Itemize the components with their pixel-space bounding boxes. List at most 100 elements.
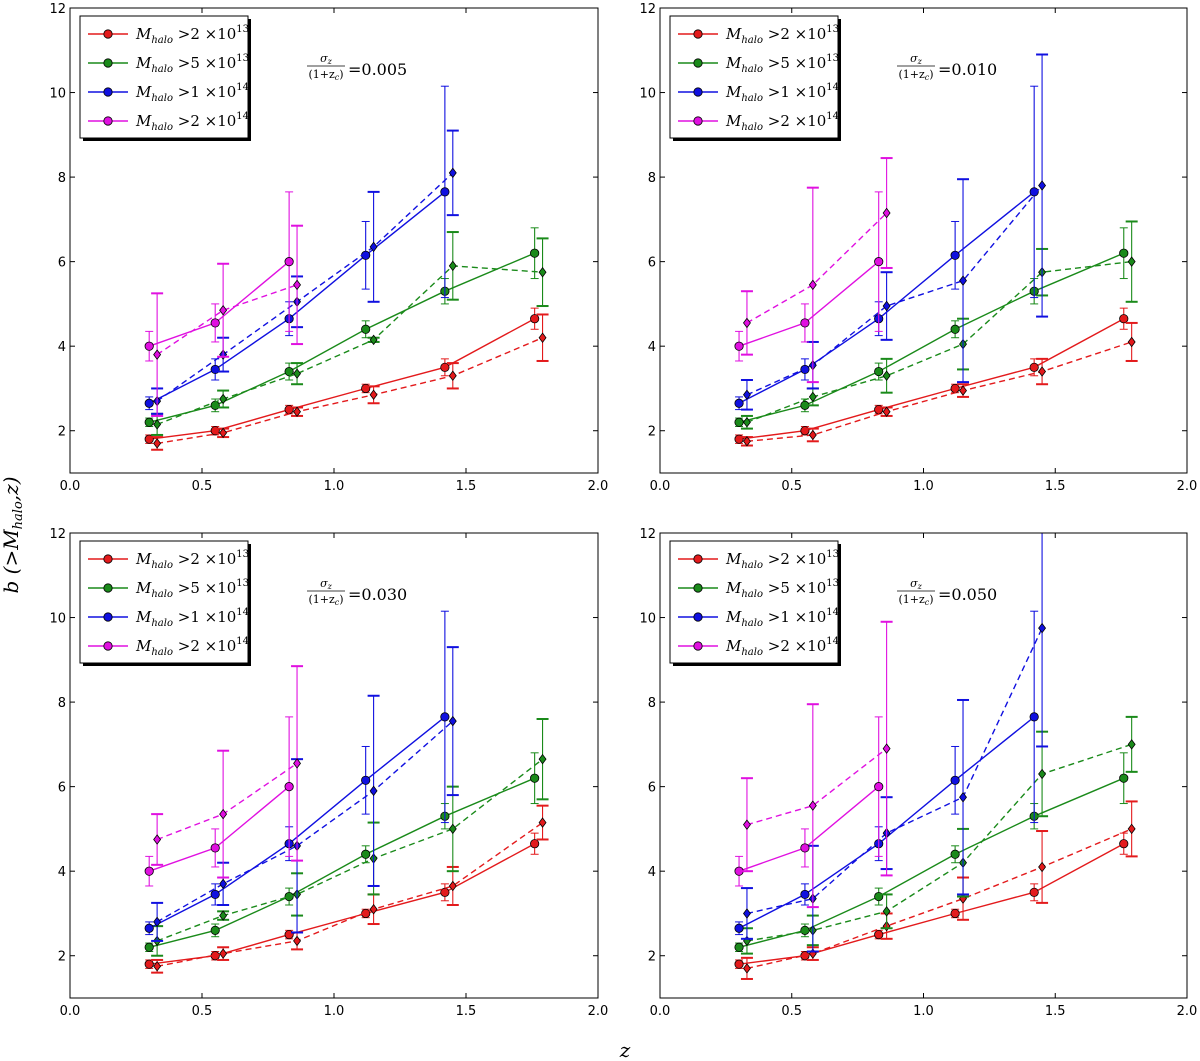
Mhalo>2e13-solid-point xyxy=(210,951,220,961)
legend-label-rest: >1 ×10 xyxy=(763,608,826,626)
legend-label-m: M xyxy=(135,54,152,72)
y-tick-label: 6 xyxy=(648,256,656,271)
Mhalo>2e13-solid-line xyxy=(738,318,1125,440)
legend-label-m: M xyxy=(135,112,152,130)
y-tick-label: 10 xyxy=(49,612,66,627)
Mhalo>5e13-solid-line xyxy=(738,252,1125,423)
x-tick-label: 0.5 xyxy=(192,479,213,494)
Mhalo>2e14-solid-point xyxy=(144,866,154,876)
Mhalo>2e13-dashed-point xyxy=(293,935,301,947)
Mhalo>1e14-dashed-point xyxy=(743,389,751,401)
legend-marker-green xyxy=(103,583,113,593)
Mhalo>1e14-dashed-line xyxy=(156,172,454,402)
legend-label-exp: 14 xyxy=(826,607,839,618)
legend-label-exp: 13 xyxy=(236,24,249,35)
Mhalo>2e14-solid-point xyxy=(210,318,220,328)
den-main: (1+z xyxy=(308,68,335,81)
legend-label-exp: 14 xyxy=(236,82,249,93)
Mhalo>5e13-dashed-point xyxy=(808,391,817,403)
Mhalo>2e13-solid-point xyxy=(734,959,744,969)
sigma-symbol: σ xyxy=(910,577,918,590)
legend-label-sub: halo xyxy=(741,618,763,629)
x-tick-label: 1.0 xyxy=(913,1004,934,1019)
Mhalo>2e13-solid-point xyxy=(1119,839,1129,849)
x-tick-label: 0.5 xyxy=(781,1004,802,1019)
legend-label: Mhalo >2 ×1013 xyxy=(725,24,839,46)
legend-label-m: M xyxy=(135,608,152,626)
sigma-numerator: σz xyxy=(320,52,333,66)
Mhalo>5e13-dashed-point xyxy=(448,823,457,835)
legend-label-m: M xyxy=(135,637,152,655)
legend-label-sub: halo xyxy=(151,560,173,571)
legend-label: Mhalo >2 ×1013 xyxy=(135,24,249,46)
legend-marker-blue xyxy=(693,87,703,97)
legend-label-sub: halo xyxy=(741,560,763,571)
legend-label-m: M xyxy=(725,25,742,43)
Mhalo>2e13-solid-point xyxy=(950,383,960,394)
Mhalo>1e14-solid-point xyxy=(440,187,450,197)
legend-marker-magenta xyxy=(693,116,703,126)
Mhalo>2e14-solid-point xyxy=(800,843,810,853)
Mhalo>2e13-solid-point xyxy=(440,362,450,372)
Mhalo>2e13-dashed-point xyxy=(959,385,967,396)
y-tick-label: 8 xyxy=(58,696,66,711)
legend-label: Mhalo >1 ×1014 xyxy=(725,82,839,104)
x-tick-label: 2.0 xyxy=(1177,1004,1198,1019)
legend-marker-blue xyxy=(103,612,113,622)
Mhalo>5e13-solid-point xyxy=(284,891,294,902)
legend-marker-red xyxy=(693,554,703,564)
Mhalo>2e14-dashed-point xyxy=(153,834,162,845)
legend-label-sub: halo xyxy=(151,93,173,104)
Mhalo>5e13-solid-point xyxy=(1119,773,1129,783)
Mhalo>2e14-dashed-point xyxy=(293,758,301,769)
plot-frame xyxy=(659,532,1188,999)
den-sub: c xyxy=(335,598,340,607)
legend-marker-magenta xyxy=(693,641,703,651)
Mhalo>2e13-dashed-point xyxy=(153,961,162,972)
legend-label-m: M xyxy=(725,579,742,597)
legend-marker-magenta xyxy=(103,641,113,651)
sigma-sub: z xyxy=(327,582,333,591)
Mhalo>5e13-dashed-line xyxy=(156,758,544,942)
Mhalo>2e14-dashed-point xyxy=(293,279,301,291)
plot-area xyxy=(734,53,1138,447)
Mhalo>1e14-dashed-point xyxy=(743,908,751,919)
legend-marker-red xyxy=(693,29,703,39)
Mhalo>2e13-dashed-point xyxy=(369,389,378,401)
x-tick-label: 2.0 xyxy=(588,1004,609,1019)
Mhalo>2e13-solid-point xyxy=(1119,314,1129,324)
legend-label-sub: halo xyxy=(741,122,763,133)
Mhalo>5e13-solid-point xyxy=(734,942,744,952)
legend-marker-red xyxy=(103,554,113,564)
Mhalo>2e13-solid-point xyxy=(950,908,960,919)
legend-label-m: M xyxy=(725,550,742,568)
Mhalo>5e13-solid-point xyxy=(361,324,371,334)
y-tick-label: 4 xyxy=(648,340,656,355)
Mhalo>2e13-solid-line xyxy=(738,843,1125,965)
legend-label-m: M xyxy=(725,637,742,655)
Mhalo>1e14-solid-point xyxy=(800,889,810,900)
legend-label-rest: >1 ×10 xyxy=(173,608,236,626)
sigma-value: =0.050 xyxy=(938,585,997,604)
legend-marker-green xyxy=(693,583,703,593)
Mhalo>5e13-solid-point xyxy=(144,417,154,427)
legend-label-sub: halo xyxy=(151,618,173,629)
Mhalo>2e13-dashed-point xyxy=(1038,861,1047,873)
Mhalo>2e14-dashed-point xyxy=(219,304,228,316)
den-main: (1+z xyxy=(898,68,925,81)
Mhalo>5e13-solid-point xyxy=(210,925,220,935)
sigma-symbol: σ xyxy=(910,52,918,65)
y-tick-label: 6 xyxy=(58,781,66,796)
legend-label: Mhalo >5 ×1013 xyxy=(725,578,839,600)
legend-label-rest: >5 ×10 xyxy=(763,579,826,597)
Mhalo>2e13-solid-point xyxy=(800,951,810,961)
Mhalo>2e14-dashed-point xyxy=(219,808,228,820)
Mhalo>5e13-dashed-point xyxy=(293,368,301,379)
sigma-denominator: (1+zc) xyxy=(898,68,933,82)
y-tick-label: 2 xyxy=(648,950,656,965)
Mhalo>2e13-solid-point xyxy=(530,314,540,324)
x-tick-label: 1.0 xyxy=(913,479,934,494)
Mhalo>2e13-dashed-point xyxy=(538,817,547,828)
